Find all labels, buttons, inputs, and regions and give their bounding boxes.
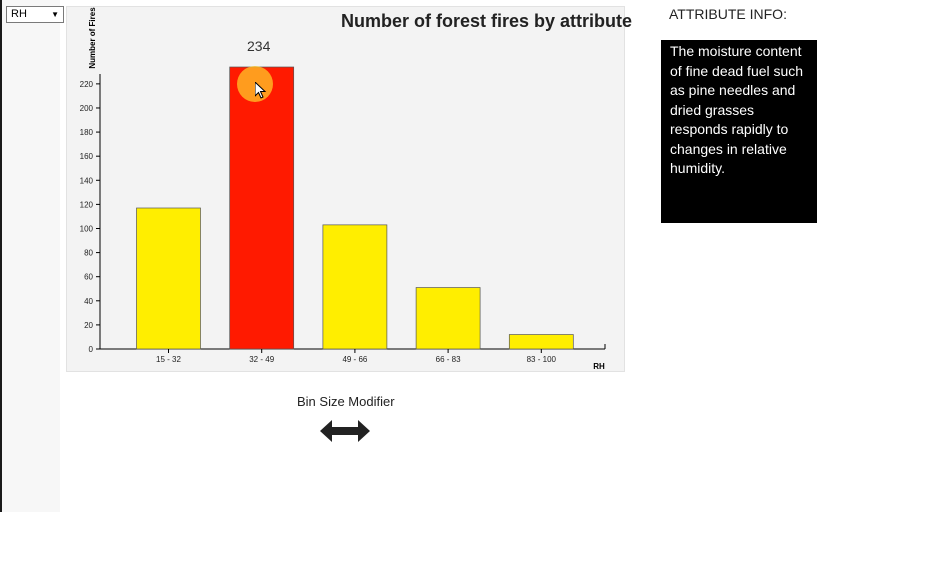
bin-size-label: Bin Size Modifier bbox=[297, 394, 395, 409]
chevron-down-icon: ▼ bbox=[51, 10, 59, 19]
double-arrow-icon bbox=[320, 420, 370, 442]
attribute-info-text: The moisture content of fine dead fuel s… bbox=[670, 43, 804, 176]
attribute-info-heading: ATTRIBUTE INFO: bbox=[669, 6, 787, 22]
y-tick-label: 100 bbox=[80, 224, 94, 233]
attribute-select[interactable]: RH ▼ bbox=[6, 6, 64, 23]
mouse-cursor-icon bbox=[255, 82, 267, 99]
attribute-select-value: RH bbox=[11, 8, 27, 20]
x-axis-label: RH bbox=[593, 362, 605, 371]
x-tick-label: 66 - 83 bbox=[436, 355, 461, 364]
y-tick-label: 180 bbox=[80, 128, 94, 137]
bin-size-drag-handle[interactable] bbox=[320, 420, 370, 442]
y-tick-label: 0 bbox=[89, 345, 94, 354]
x-tick-label: 32 - 49 bbox=[249, 355, 274, 364]
y-tick-label: 60 bbox=[84, 273, 93, 282]
left-pane bbox=[2, 0, 60, 512]
y-tick-label: 140 bbox=[80, 176, 94, 185]
chart-title: Number of forest fires by attribute bbox=[341, 11, 633, 31]
y-tick-label: 40 bbox=[84, 297, 93, 306]
y-tick-label: 80 bbox=[84, 249, 93, 258]
y-tick-label: 220 bbox=[80, 80, 94, 89]
attribute-info-box: The moisture content of fine dead fuel s… bbox=[661, 40, 817, 223]
x-tick-label: 49 - 66 bbox=[342, 355, 367, 364]
y-tick-label: 200 bbox=[80, 104, 94, 113]
y-tick-label: 160 bbox=[80, 152, 94, 161]
y-axis-label: Number of Fires bbox=[88, 7, 97, 69]
x-tick-label: 83 - 100 bbox=[527, 355, 557, 364]
bar-66-83 bbox=[415, 287, 481, 350]
bar-49-66 bbox=[322, 224, 388, 350]
window-edge bbox=[0, 0, 2, 512]
y-tick-label: 20 bbox=[84, 321, 93, 330]
bar-32-49 bbox=[229, 66, 295, 350]
bar-value-label: 234 bbox=[247, 38, 271, 54]
x-tick-label: 15 - 32 bbox=[156, 355, 181, 364]
bar-15-32 bbox=[136, 207, 201, 350]
bar-83-100 bbox=[508, 334, 574, 350]
y-tick-label: 120 bbox=[80, 200, 94, 209]
